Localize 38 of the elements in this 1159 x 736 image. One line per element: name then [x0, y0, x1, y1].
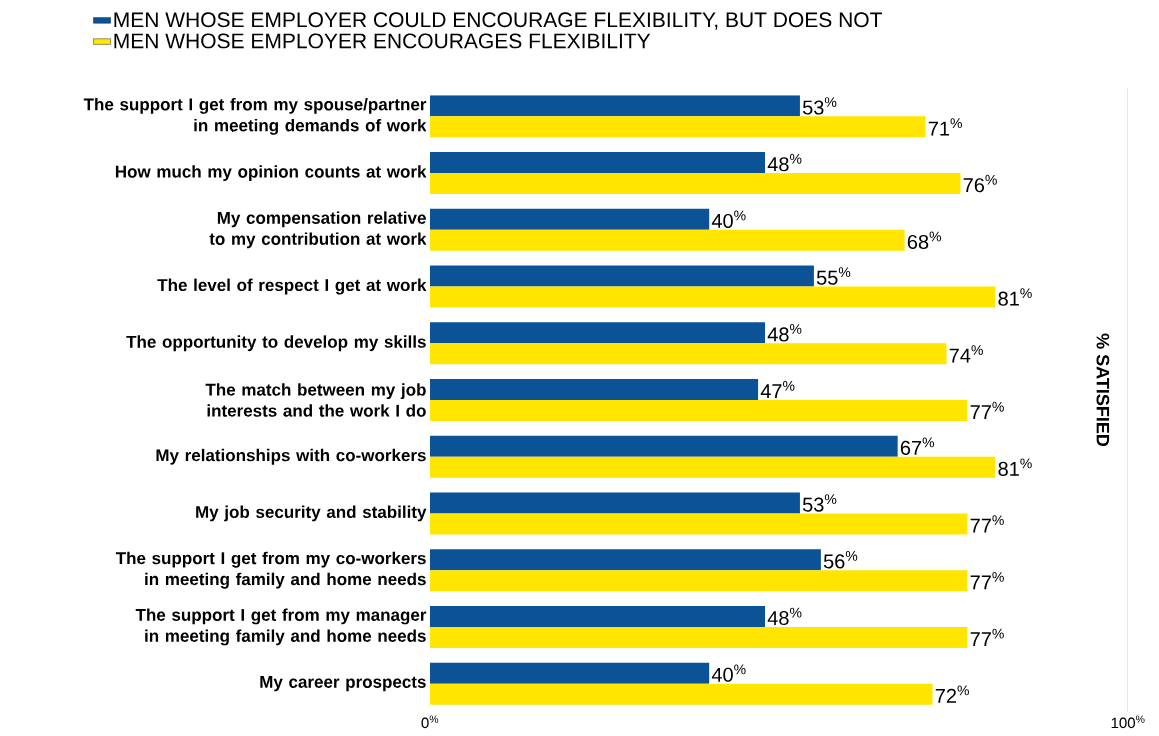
data-label: 53$^{%}$ [802, 494, 837, 512]
y-tick-label: How much my opinion counts at work [115, 165, 427, 182]
data-label: 40$^{%}$ [711, 664, 746, 682]
data-label: 68$^{%}$ [907, 231, 942, 250]
data-label: 81$^{%}$ [998, 288, 1032, 306]
legend-label: MEN WHOSE EMPLOYER ENCOURAGES FLEXIBILITY [114, 33, 651, 49]
y-tick-label: My job security and stability [196, 505, 427, 522]
y-tick-label: My compensation relative to my contribution at work [209, 211, 427, 249]
data-label: 48$^{%}$ [767, 607, 802, 626]
y-tick-label: The support I get from my co-workers in meeting family and home needs [115, 551, 426, 589]
x-tick-label: 100$^{%}$ [1111, 715, 1145, 729]
data-label: 81$^{%}$ [998, 458, 1032, 476]
data-label: 77$^{%}$ [970, 628, 1004, 647]
data-label: 53$^{%}$ [802, 97, 837, 115]
y-tick-label: The support I get from my spouse/partner in meeting demands of work [83, 97, 427, 135]
data-label: 77$^{%}$ [970, 515, 1004, 533]
y-tick-label: The level of respect I get at work [157, 278, 427, 295]
data-label: 74$^{%}$ [949, 345, 983, 363]
y-tick-label: The match between my job interests and the work I do [205, 383, 426, 417]
y-tick-label: The support I get from my manager in meeting family and home needs [135, 608, 427, 646]
data-label: 76$^{%}$ [963, 174, 997, 193]
data-label: 40$^{%}$ [711, 210, 746, 229]
data-label: 56$^{%}$ [823, 550, 858, 569]
annotation: % SATISFIED [1096, 333, 1110, 447]
data-label: 77$^{%}$ [970, 401, 1004, 420]
data-label: 71$^{%}$ [928, 118, 962, 136]
y-tick-label: My career prospects [260, 676, 426, 692]
x-tick-label: 0$^{%}$ [421, 715, 439, 729]
data-label: 47$^{%}$ [760, 380, 795, 399]
data-label: 72$^{%}$ [935, 685, 969, 703]
y-tick-label: My relationships with co-workers [156, 448, 426, 465]
data-label: 67$^{%}$ [900, 437, 935, 455]
data-label: 48$^{%}$ [767, 324, 802, 342]
legend-label: MEN WHOSE EMPLOYER COULD ENCOURAGE FLEXIBILITY, BUT DOES NOT [114, 12, 882, 30]
data-label: 77$^{%}$ [970, 572, 1004, 590]
data-label: 55$^{%}$ [816, 267, 851, 285]
data-label: 48$^{%}$ [767, 153, 802, 172]
y-tick-label: The opportunity to develop my skills [126, 335, 426, 352]
